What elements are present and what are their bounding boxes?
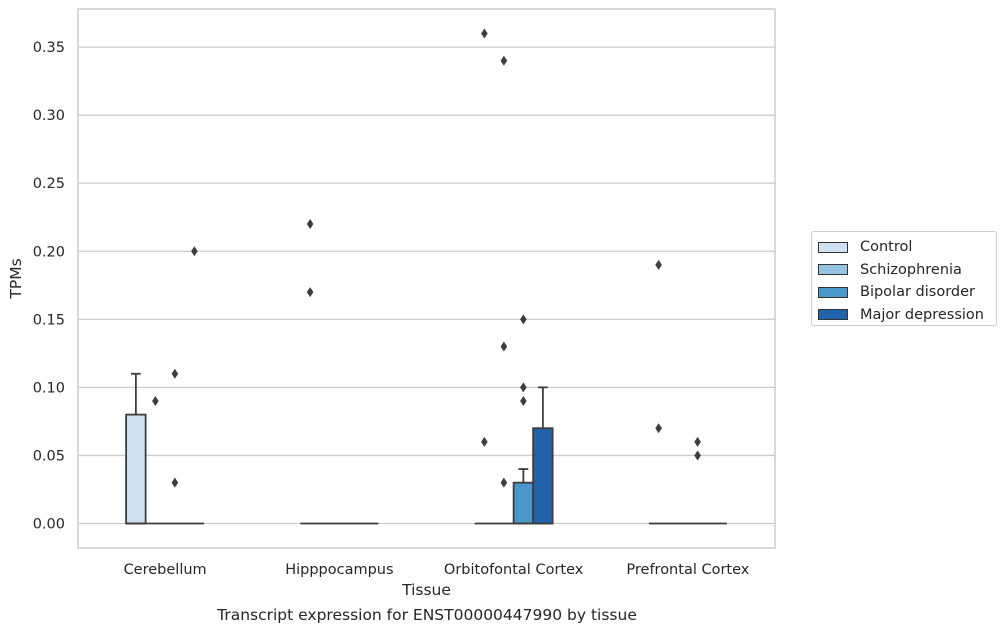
outlier-point — [655, 423, 662, 434]
legend-label: Bipolar disorder — [860, 284, 975, 301]
outlier-point — [500, 341, 508, 352]
y-tick-label: 0.20 — [33, 244, 65, 260]
y-tick-label: 0.05 — [33, 448, 65, 464]
outlier-point — [152, 396, 159, 406]
box-major-depression — [184, 246, 205, 525]
legend-item: Schizophrenia — [818, 259, 990, 282]
box-control — [474, 28, 495, 525]
box-control — [125, 372, 147, 525]
outlier-point — [191, 246, 198, 257]
legend-item: Major depression — [818, 304, 990, 327]
outlier-point — [481, 436, 488, 447]
outlier-point — [171, 477, 179, 488]
legend-label: Control — [860, 239, 913, 256]
boxes — [125, 28, 727, 525]
outlier-point — [306, 287, 314, 298]
legend-swatch — [818, 309, 848, 321]
y-tick-label: 0.00 — [33, 517, 65, 533]
outlier-point — [306, 219, 314, 230]
legend-item: Bipolar disorder — [818, 281, 990, 304]
x-axis-ticks: Cerebellum Hipppocampus Orbitofontal Corte… — [124, 562, 750, 578]
y-tick-label: 0.25 — [33, 176, 65, 192]
box-control — [300, 219, 320, 525]
box-schizophrenia — [494, 55, 514, 525]
outlier-point — [481, 28, 488, 39]
y-axis-label: TPMs — [7, 258, 25, 299]
x-axis-label: Tissue — [401, 581, 451, 599]
box-schizophrenia — [145, 396, 166, 525]
outlier-point — [655, 259, 662, 270]
figure-caption: Transcript expression for ENST0000044799… — [217, 606, 637, 624]
plot-frame — [77, 8, 776, 549]
outlier-point — [500, 55, 508, 66]
box-body — [512, 481, 535, 525]
legend: Control Schizophrenia Bipolar disorder Majo… — [811, 231, 997, 326]
legend-swatch — [818, 264, 848, 276]
legend-label: Major depression — [860, 306, 984, 323]
x-tick-label: Orbitofontal Cortex — [444, 562, 584, 578]
x-tick-label: Cerebellum — [124, 562, 207, 578]
box-body — [532, 427, 554, 525]
box-bipolar-disorder — [687, 436, 708, 525]
box-bipolar-disorder — [512, 314, 535, 525]
legend-label: Schizophrenia — [860, 261, 962, 278]
y-tick-label: 0.30 — [33, 108, 65, 124]
gridlines — [78, 46, 775, 525]
box-control — [648, 259, 669, 525]
outlier-point — [520, 314, 527, 325]
outlier-point — [520, 396, 527, 406]
outlier-point — [694, 436, 701, 447]
x-tick-label: Hipppocampus — [285, 562, 393, 578]
legend-item: Control — [818, 236, 990, 259]
y-axis-ticks: 0.00 0.05 0.10 0.15 0.20 0.25 0.30 0.35 — [33, 40, 65, 532]
outlier-point — [520, 382, 527, 393]
box-bipolar-disorder — [165, 368, 185, 525]
y-tick-label: 0.15 — [33, 312, 65, 328]
legend-swatch — [818, 286, 848, 298]
outlier-point — [500, 477, 508, 488]
box-major-depression — [532, 386, 554, 525]
x-tick-label: Prefrontal Cortex — [626, 562, 749, 578]
legend-swatch — [818, 241, 848, 253]
y-tick-label: 0.35 — [33, 40, 65, 56]
y-tick-label: 0.10 — [33, 380, 65, 396]
outlier-point — [171, 368, 179, 379]
outlier-point — [694, 450, 701, 461]
box-body — [125, 413, 147, 525]
